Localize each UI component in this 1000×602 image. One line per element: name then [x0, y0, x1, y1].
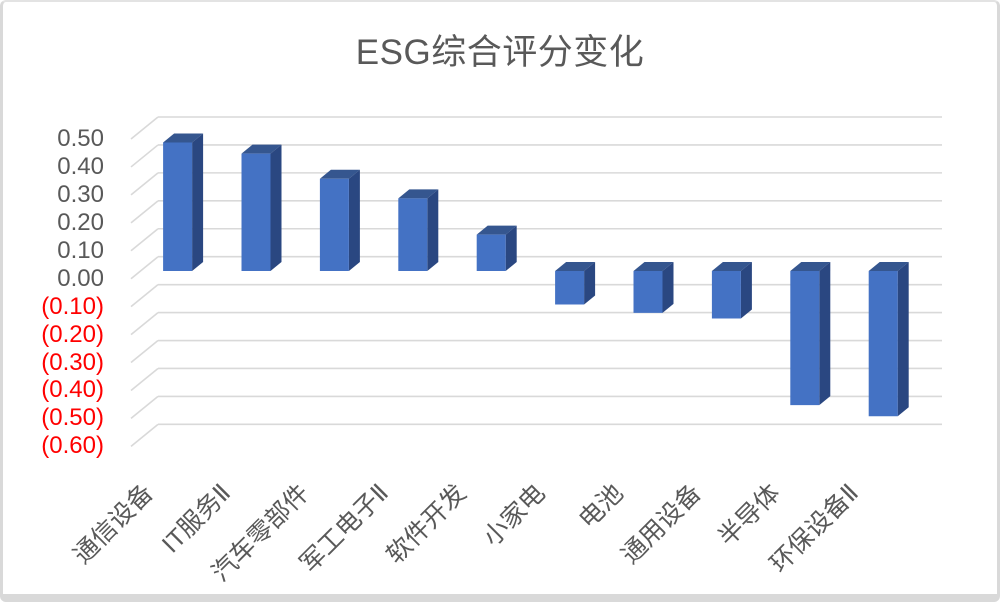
chart-title: ESG综合评分变化 [355, 33, 645, 72]
bar-top-face [398, 189, 439, 199]
bar-side-face [662, 262, 674, 313]
bar-top-face [868, 262, 909, 271]
bar-top-face [711, 262, 752, 271]
y-tick-label: 0.00 [57, 264, 104, 292]
bar-top-face [163, 133, 204, 143]
bar-front-face [868, 271, 898, 417]
y-tick-label: (0.60) [41, 432, 104, 460]
y-tick-label: 0.40 [57, 152, 104, 180]
gridline [130, 311, 159, 336]
gridline [130, 423, 159, 447]
y-tick-label: 0.10 [57, 236, 104, 264]
bar-front-face [633, 271, 663, 313]
bar-top-face [476, 225, 517, 235]
gridline [130, 339, 159, 364]
bar-side-face [270, 144, 282, 271]
bar-side-face [348, 169, 360, 271]
y-tick-label: (0.20) [41, 320, 104, 348]
gridline [130, 367, 159, 392]
bar-front-face [476, 234, 506, 271]
bar-front-face [790, 271, 820, 406]
bar-side-face [192, 133, 204, 271]
y-tick-label: 0.30 [57, 180, 104, 208]
gridline [130, 200, 159, 224]
bar-top-face [319, 169, 360, 179]
bar-side-face [819, 262, 831, 406]
bar-front-face [711, 271, 741, 319]
bar-front-face [241, 153, 271, 271]
gridline [130, 256, 159, 280]
gridline [130, 395, 159, 420]
bar-top-face [555, 262, 596, 271]
bar-top-face [633, 262, 674, 271]
bar-front-face [555, 271, 585, 305]
gridline [130, 172, 159, 196]
y-tick-label: (0.50) [41, 404, 104, 432]
bar-top-face [790, 262, 831, 271]
y-tick-label: 0.50 [57, 125, 104, 152]
plot-area-3d [130, 116, 942, 447]
gridline [130, 144, 159, 168]
y-tick-label: (0.40) [41, 376, 104, 404]
bar-side-face [505, 225, 517, 271]
gridline [130, 116, 159, 140]
bar-front-face [319, 178, 349, 271]
bar-side-face [427, 189, 439, 271]
bar-side-face [897, 262, 909, 417]
bar-front-face [398, 198, 428, 271]
gridline [130, 228, 159, 252]
y-tick-label: (0.10) [41, 292, 104, 320]
bar-top-face [241, 144, 282, 154]
bar-side-face [584, 262, 596, 305]
gridline [130, 284, 159, 308]
y-tick-label: (0.30) [41, 348, 104, 376]
bar-front-face [163, 142, 193, 271]
bar-side-face [740, 262, 752, 319]
y-tick-label: 0.20 [57, 208, 104, 236]
